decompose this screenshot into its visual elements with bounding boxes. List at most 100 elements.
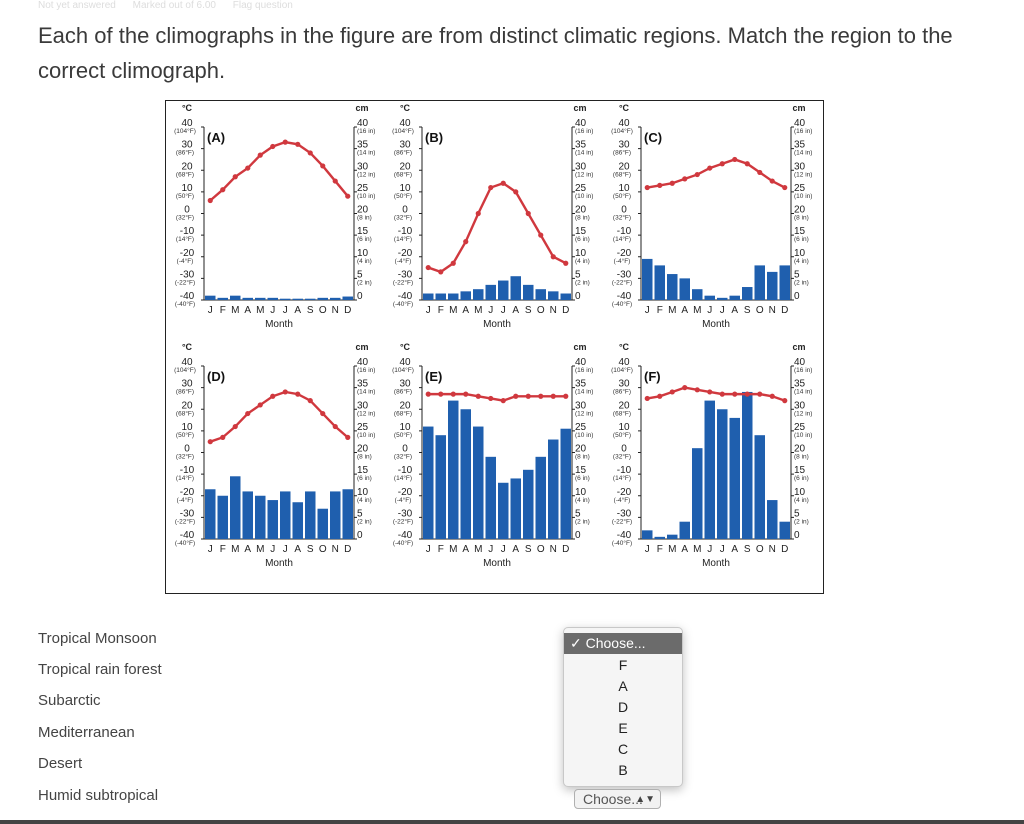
- temperature-point: [425, 264, 431, 271]
- right-tick-sublabel: (4 in): [794, 497, 809, 504]
- precipitation-bar: [217, 297, 228, 300]
- precipitation-bar: [679, 521, 690, 539]
- right-unit-label: cm: [792, 342, 805, 352]
- left-tick-sublabel: (-40°F): [175, 300, 195, 308]
- right-tick-label: 20: [357, 205, 369, 216]
- left-tick-label: -40: [617, 291, 632, 302]
- left-tick-sublabel: (-22°F): [393, 517, 413, 525]
- left-tick-sublabel: (86°F): [613, 149, 631, 157]
- left-tick-sublabel: (86°F): [394, 388, 412, 396]
- right-tick-label: 15: [357, 465, 369, 476]
- temperature-point: [782, 398, 788, 404]
- month-tick-label: N: [332, 305, 339, 316]
- left-tick-label: 0: [621, 205, 627, 216]
- right-tick-sublabel: (16 in): [575, 128, 593, 135]
- left-tick-label: 10: [618, 422, 630, 433]
- right-unit-label: cm: [573, 342, 586, 352]
- temperature-point: [295, 391, 301, 397]
- precipitation-bar: [205, 489, 216, 539]
- left-tick-label: 0: [184, 205, 190, 216]
- dropdown-option-f[interactable]: F: [618, 657, 628, 673]
- month-tick-label: M: [693, 544, 701, 555]
- right-tick-sublabel: (8 in): [794, 215, 809, 222]
- right-tick-sublabel: (4 in): [357, 258, 372, 265]
- temperature-point: [282, 389, 288, 395]
- temperature-point: [488, 184, 494, 191]
- right-tick-label: 40: [575, 357, 587, 368]
- flag-question-link[interactable]: Flag question: [232, 0, 293, 10]
- temperature-point: [744, 391, 750, 397]
- month-tick-label: J: [208, 544, 213, 555]
- left-tick-sublabel: (-40°F): [393, 539, 413, 547]
- precipitation-bar: [523, 284, 534, 300]
- temperature-point: [320, 163, 326, 169]
- month-tick-label: D: [562, 305, 569, 316]
- humid-subtropical-select[interactable]: Choose... ▲▼: [574, 789, 661, 809]
- left-tick-sublabel: (86°F): [613, 388, 631, 396]
- temperature-point: [282, 139, 288, 145]
- left-tick-sublabel: (-22°F): [393, 278, 413, 286]
- temperature-point: [220, 434, 226, 440]
- month-tick-label: M: [231, 305, 239, 316]
- temperature-point: [245, 165, 251, 171]
- month-tick-label: M: [449, 544, 457, 555]
- left-tick-label: -40: [180, 530, 195, 541]
- temperature-point: [345, 434, 351, 440]
- right-tick-sublabel: (10 in): [794, 193, 812, 200]
- right-tick-label: 25: [357, 422, 369, 433]
- precipitation-bar: [267, 500, 278, 539]
- dropdown-option-e[interactable]: E: [618, 720, 628, 736]
- left-tick-label: 40: [399, 357, 411, 368]
- precipitation-bar: [767, 271, 778, 300]
- right-tick-sublabel: (10 in): [575, 432, 593, 439]
- precipitation-bar: [423, 293, 434, 300]
- left-tick-label: -20: [617, 248, 632, 259]
- temperature-point: [682, 385, 688, 391]
- precipitation-bar: [667, 534, 678, 539]
- left-tick-label: -20: [617, 487, 632, 498]
- precipitation-bar: [267, 297, 278, 300]
- temperature-point: [732, 156, 738, 163]
- dropdown-option-c[interactable]: C: [617, 741, 629, 757]
- left-tick-label: 40: [618, 118, 630, 129]
- left-tick-label: 30: [181, 140, 193, 151]
- left-tick-label: -30: [398, 269, 413, 280]
- month-tick-label: A: [462, 305, 469, 316]
- temperature-point: [345, 193, 351, 199]
- precipitation-bar: [230, 295, 241, 300]
- right-tick-sublabel: (16 in): [357, 367, 375, 374]
- dropdown-option-d[interactable]: D: [617, 699, 629, 715]
- month-tick-label: O: [756, 305, 764, 316]
- right-tick-label: 35: [357, 140, 369, 151]
- month-tick-label: D: [344, 305, 351, 316]
- precipitation-bar: [704, 400, 715, 539]
- left-tick-sublabel: (-4°F): [395, 496, 412, 504]
- dropdown-option-choose[interactable]: ✓ Choose...: [564, 633, 682, 654]
- right-tick-label: 20: [575, 444, 587, 455]
- right-tick-sublabel: (8 in): [357, 215, 372, 222]
- dropdown-option-b[interactable]: B: [618, 762, 628, 778]
- precipitation-bar: [548, 439, 559, 539]
- temperature-point: [550, 254, 556, 260]
- precipitation-bar: [742, 391, 753, 539]
- right-tick-sublabel: (12 in): [357, 410, 375, 417]
- left-tick-label: -10: [617, 465, 632, 476]
- precipitation-bar: [460, 409, 471, 539]
- month-tick-label: D: [781, 544, 788, 555]
- temperature-point: [550, 393, 556, 399]
- month-tick-label: D: [562, 544, 569, 555]
- month-tick-label: O: [319, 305, 327, 316]
- left-tick-label: 40: [618, 357, 630, 368]
- right-tick-sublabel: (2 in): [575, 279, 590, 286]
- dropdown-option-a[interactable]: A: [618, 678, 628, 694]
- left-tick-sublabel: (104°F): [611, 127, 633, 135]
- temperature-point: [475, 210, 481, 217]
- left-tick-label: -10: [398, 465, 413, 476]
- choose-dropdown-list[interactable]: ✓ Choose... F A D E C B: [563, 627, 683, 787]
- temperature-point: [232, 423, 238, 430]
- left-tick-sublabel: (32°F): [394, 453, 412, 461]
- temperature-point: [220, 187, 226, 193]
- temperature-point: [644, 395, 650, 402]
- left-tick-sublabel: (104°F): [392, 366, 414, 374]
- right-tick-label: 40: [357, 118, 369, 129]
